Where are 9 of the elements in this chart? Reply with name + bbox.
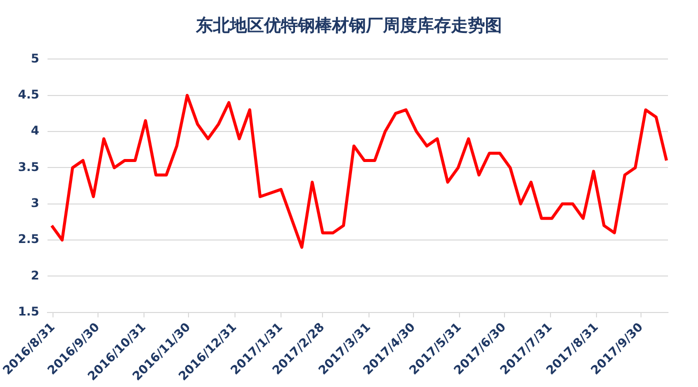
y-tick-label: 4.5 bbox=[18, 87, 40, 102]
y-tick-label: 2 bbox=[30, 268, 40, 282]
y-tick-label: 3 bbox=[30, 196, 40, 210]
chart-title: 东北地区优特钢棒材钢厂周度库存走势图 bbox=[194, 15, 503, 37]
y-tick-label: 4 bbox=[30, 124, 40, 138]
y-tick-label: 2.5 bbox=[18, 232, 40, 246]
y-tick-label: 5 bbox=[30, 51, 40, 66]
y-tick-label: 1.5 bbox=[18, 304, 40, 319]
y-tick-label: 3.5 bbox=[18, 160, 40, 174]
